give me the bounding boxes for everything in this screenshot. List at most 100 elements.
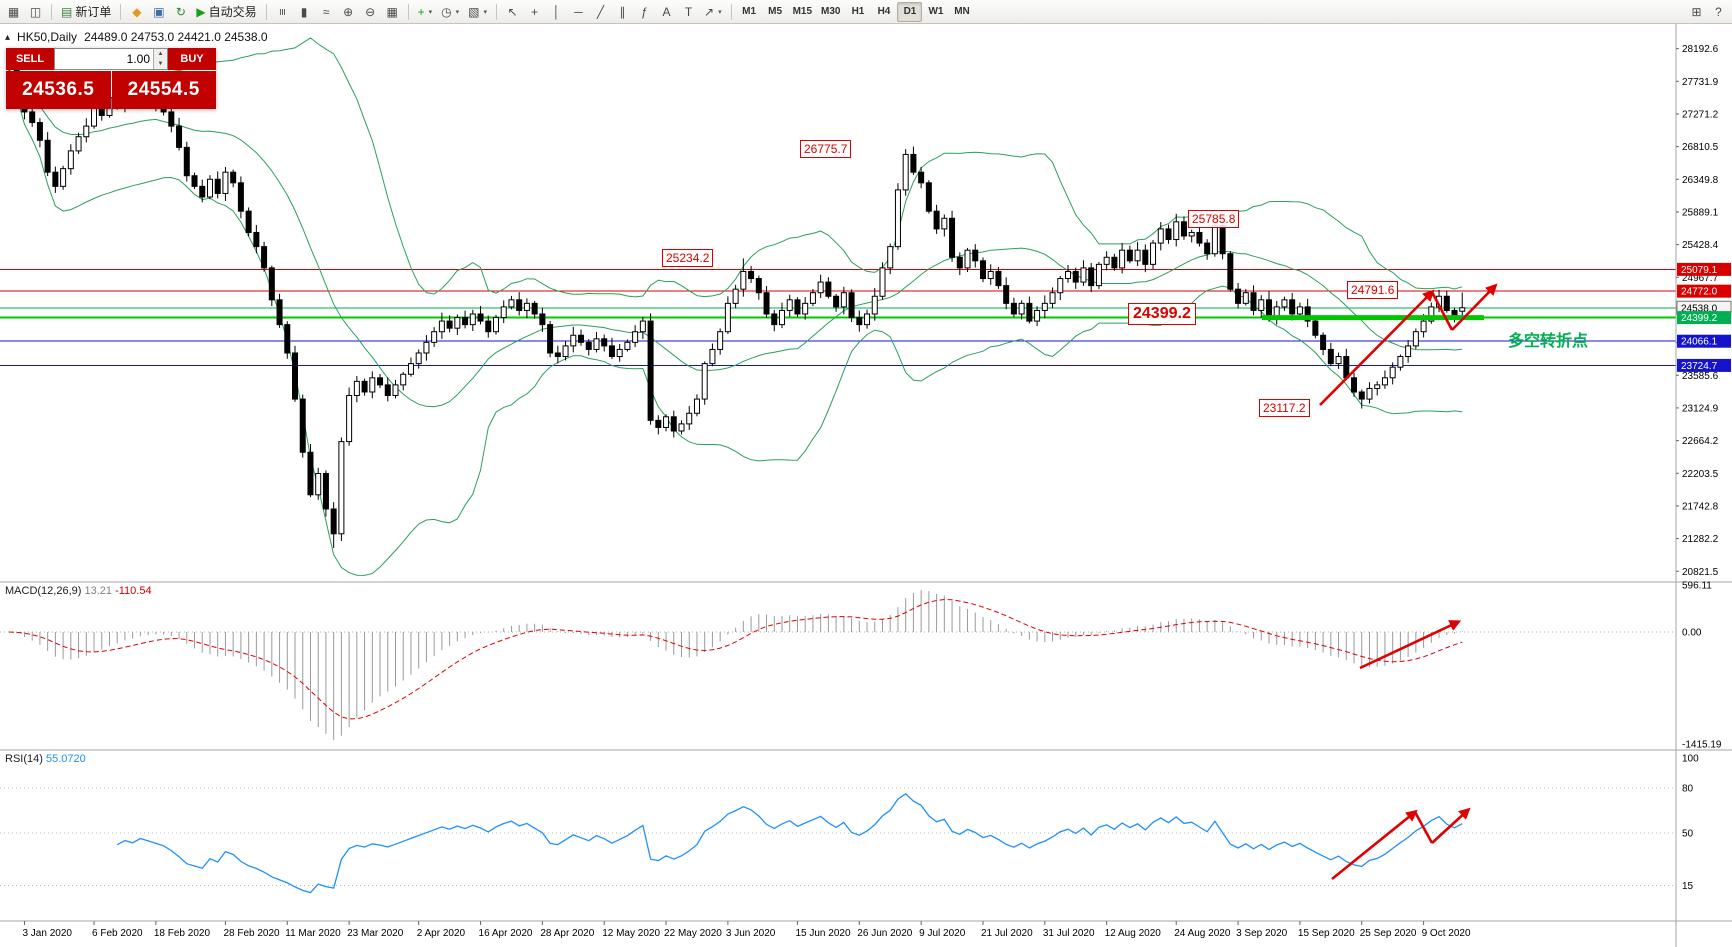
turning-point-note[interactable]: 多空转折点 — [1508, 333, 1589, 350]
price-annotation-24791-6[interactable]: 24791.6 — [1347, 281, 1399, 299]
volume-input[interactable] — [55, 49, 153, 69]
date-axis-label: 9 Oct 2020 — [1422, 928, 1471, 939]
periods-menu-button[interactable]: ◷ ▾ — [437, 2, 463, 22]
channel-tool-button[interactable]: ∥ — [612, 2, 633, 22]
candle-body — [276, 299, 283, 326]
candle-body — [1134, 249, 1141, 262]
candle-body — [307, 451, 314, 496]
timeframe-d1-button[interactable]: D1 — [897, 1, 923, 22]
candle-body — [693, 398, 700, 414]
timeframe-m30-button[interactable]: M30 — [817, 2, 844, 22]
timeframe-h1-label: H1 — [851, 6, 865, 17]
candle-body — [1389, 366, 1396, 379]
arrows-menu-button[interactable]: ↗ ▾ — [700, 2, 726, 22]
candle-body — [1258, 299, 1265, 311]
price-annotation-26775-7[interactable]: 26775.7 — [800, 140, 852, 158]
timeframe-w1-label: W1 — [928, 6, 944, 17]
help-icon: ? — [1715, 4, 1722, 19]
help-button[interactable]: ? — [1708, 2, 1729, 22]
trend-arrow-up-2[interactable] — [1451, 283, 1498, 331]
price-annotation-25234-2[interactable]: 25234.2 — [662, 249, 714, 267]
metaeditor-icon: ◆ — [132, 4, 142, 19]
chart-canvas[interactable]: 28192.6 27731.9 27271.2 26810.5 26349.8 25889… — [0, 24, 1732, 947]
sell-price-button[interactable]: 24536.5 — [6, 71, 111, 109]
tile-windows-button[interactable]: ▦ — [382, 2, 403, 22]
timeframe-h4-button[interactable]: H4 — [871, 2, 896, 22]
label-tool-button[interactable]: T — [678, 2, 699, 22]
templates-menu-button[interactable]: ▧ ▾ — [464, 2, 491, 22]
candle-body — [1196, 231, 1203, 244]
new-order-button[interactable]: ▤ 新订单 — [57, 2, 115, 22]
one-click-collapse-button[interactable]: ▴ — [5, 31, 11, 43]
candle-body — [724, 302, 731, 333]
timeframe-mn-button[interactable]: MN — [949, 2, 974, 22]
candle-body — [1173, 221, 1180, 241]
timeframe-m1-button[interactable]: M1 — [737, 2, 762, 22]
timeframe-w1-button[interactable]: W1 — [923, 2, 948, 22]
buy-price-button[interactable]: 24554.5 — [111, 71, 216, 109]
rsi-trend-arrow-1[interactable] — [1331, 809, 1418, 881]
candlestick-chart-button[interactable]: ▮ — [294, 2, 315, 22]
trend-arrow-up-1[interactable] — [1319, 289, 1435, 406]
cursor-tool-button[interactable]: ↖ — [502, 2, 523, 22]
rsi-pullback-line[interactable] — [1413, 811, 1434, 844]
candle-body — [918, 171, 925, 184]
date-axis-label: 12 Aug 2020 — [1105, 928, 1162, 939]
metaeditor-button[interactable]: ◆ — [126, 2, 147, 22]
candle-body — [222, 171, 229, 194]
horizontal-line-tool-button[interactable]: ─ — [568, 2, 589, 22]
price-annotation-25785-8[interactable]: 25785.8 — [1188, 210, 1240, 228]
price-annotation-23117-2[interactable]: 23117.2 — [1259, 399, 1310, 417]
candle-body — [562, 345, 569, 358]
timeframe-m5-label: M5 — [768, 6, 783, 17]
crosshair-tool-button[interactable]: + — [524, 2, 545, 22]
autotrading-button[interactable]: ▶ 自动交易 — [192, 2, 260, 22]
zoom-in-button[interactable]: ⊕ — [338, 2, 359, 22]
crosshair-tool-icon: + — [530, 4, 538, 19]
timeframe-m15-button[interactable]: M15 — [789, 2, 816, 22]
candle-body — [322, 473, 329, 510]
candle-body — [1157, 228, 1164, 244]
new-chart-button[interactable]: ▦ — [3, 2, 24, 22]
price-annotation-24399-2[interactable]: 24399.2 — [1128, 303, 1196, 325]
indicators-menu-button[interactable]: + ▾ — [414, 2, 437, 22]
vertical-line-tool-button[interactable]: │ — [546, 2, 567, 22]
trend-pullback-line[interactable] — [1430, 291, 1454, 331]
volume-down-button[interactable]: ▼ — [154, 59, 167, 69]
candle-body — [392, 384, 399, 397]
candle-body — [292, 352, 299, 400]
text-tool-button[interactable]: A — [656, 2, 677, 22]
refresh-button[interactable]: ↻ — [170, 2, 191, 22]
candle-body — [1165, 228, 1172, 241]
macd-trend-arrow[interactable] — [1359, 620, 1462, 670]
rsi-axis-label: 50 — [1682, 829, 1694, 840]
chart-area: 28192.6 27731.9 27271.2 26810.5 26349.8 25889… — [0, 24, 1732, 947]
trendline-tool-button[interactable]: ╱ — [590, 2, 611, 22]
fibonacci-tool-button[interactable]: ƒ — [634, 2, 655, 22]
candle-body — [1150, 242, 1157, 265]
bar-chart-button[interactable]: ≡ — [272, 2, 293, 22]
candle-body — [454, 317, 461, 329]
candle-body — [771, 313, 778, 326]
candle-body — [1088, 267, 1095, 287]
buy-button[interactable]: BUY — [168, 48, 216, 70]
zoom-out-icon: ⊖ — [365, 4, 376, 19]
rsi-trend-arrow-2[interactable] — [1431, 807, 1471, 844]
sell-button[interactable]: SELL — [6, 48, 54, 70]
line-chart-button[interactable]: ≈ — [316, 2, 337, 22]
zoom-in-icon: ⊕ — [343, 4, 354, 19]
timeframe-h1-button[interactable]: H1 — [845, 2, 870, 22]
timeframe-m5-button[interactable]: M5 — [763, 2, 788, 22]
candle-body — [1397, 356, 1404, 368]
candle-body — [206, 178, 213, 198]
zoom-out-button[interactable]: ⊖ — [360, 2, 381, 22]
print-button[interactable]: ⊞ — [1686, 2, 1707, 22]
candle-body — [1049, 292, 1056, 304]
chart-profiles-button[interactable]: ◫ — [25, 2, 46, 22]
candle-body — [570, 334, 577, 347]
volume-up-button[interactable]: ▲ — [154, 49, 167, 59]
toolbar-separator — [120, 3, 122, 20]
data-window-button[interactable]: ▣ — [148, 2, 169, 22]
candle-body — [1351, 377, 1358, 393]
